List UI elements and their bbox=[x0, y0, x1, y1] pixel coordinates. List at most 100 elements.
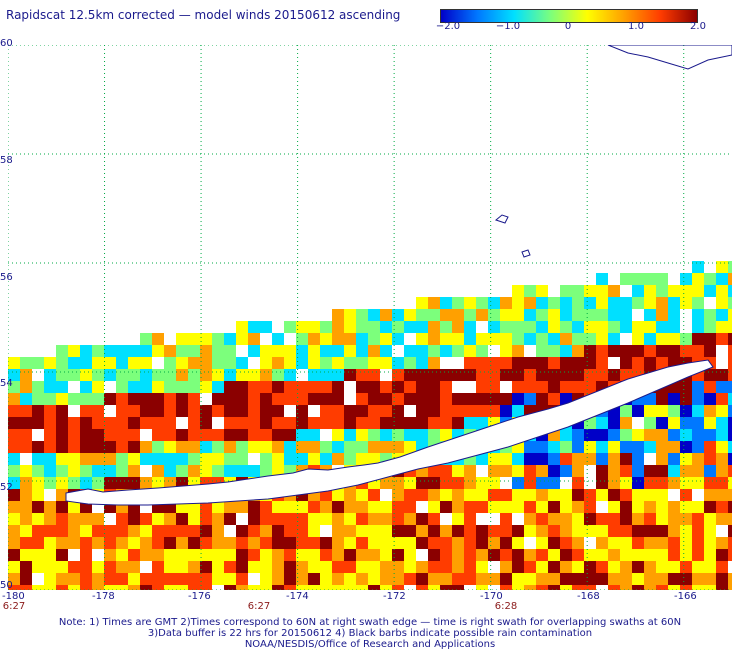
wind-cell bbox=[224, 513, 236, 525]
wind-cell bbox=[464, 309, 476, 321]
wind-cell bbox=[152, 573, 164, 585]
wind-cell bbox=[668, 465, 680, 477]
wind-cell bbox=[188, 381, 200, 393]
wind-cell bbox=[596, 537, 608, 549]
wind-cell bbox=[488, 333, 500, 345]
wind-cell bbox=[692, 321, 704, 333]
wind-cell bbox=[44, 429, 56, 441]
wind-cell bbox=[488, 465, 500, 477]
wind-cell bbox=[368, 525, 380, 537]
wind-cell bbox=[464, 501, 476, 513]
wind-cell bbox=[452, 345, 464, 357]
wind-cell bbox=[704, 321, 716, 333]
wind-cell bbox=[476, 345, 488, 357]
wind-cell bbox=[572, 381, 584, 393]
wind-cell bbox=[692, 465, 704, 477]
wind-cell bbox=[236, 441, 248, 453]
wind-cell bbox=[596, 573, 608, 585]
wind-cell bbox=[596, 369, 608, 381]
wind-cell bbox=[488, 321, 500, 333]
wind-cell bbox=[200, 381, 212, 393]
wind-cell bbox=[584, 429, 596, 441]
wind-cell bbox=[500, 573, 512, 585]
wind-cell bbox=[680, 573, 692, 585]
wind-cell bbox=[524, 285, 536, 297]
wind-cell bbox=[680, 441, 692, 453]
wind-cell bbox=[464, 393, 476, 405]
wind-cell bbox=[20, 369, 32, 381]
wind-cell bbox=[548, 321, 560, 333]
wind-cell bbox=[548, 453, 560, 465]
wind-cell bbox=[488, 297, 500, 309]
wind-cell bbox=[344, 405, 356, 417]
wind-cell bbox=[608, 297, 620, 309]
wind-cell bbox=[560, 309, 572, 321]
wind-cell bbox=[440, 333, 452, 345]
wind-cell bbox=[356, 585, 368, 590]
wind-cell bbox=[56, 549, 68, 561]
wind-cell bbox=[140, 345, 152, 357]
wind-cell bbox=[68, 501, 80, 513]
wind-cell bbox=[620, 525, 632, 537]
wind-cell bbox=[596, 489, 608, 501]
wind-cell bbox=[284, 501, 296, 513]
wind-cell bbox=[152, 525, 164, 537]
wind-cell bbox=[392, 309, 404, 321]
wind-cell bbox=[524, 501, 536, 513]
wind-cell bbox=[584, 333, 596, 345]
wind-cell bbox=[356, 441, 368, 453]
wind-cell bbox=[332, 357, 344, 369]
wind-cell bbox=[536, 501, 548, 513]
wind-cell bbox=[704, 285, 716, 297]
wind-cell bbox=[44, 585, 56, 590]
wind-cell bbox=[260, 561, 272, 573]
wind-cell bbox=[128, 369, 140, 381]
wind-cell bbox=[284, 321, 296, 333]
wind-cell bbox=[320, 357, 332, 369]
wind-cell bbox=[704, 345, 716, 357]
wind-cell bbox=[416, 561, 428, 573]
wind-cell bbox=[704, 465, 716, 477]
wind-cell bbox=[260, 345, 272, 357]
wind-cell bbox=[164, 357, 176, 369]
wind-difference-cells bbox=[8, 261, 732, 590]
wind-cell bbox=[128, 405, 140, 417]
wind-cell bbox=[716, 417, 728, 429]
lon-tick-180: -180 bbox=[2, 591, 25, 602]
wind-cell bbox=[620, 405, 632, 417]
wind-cell bbox=[272, 345, 284, 357]
wind-cell bbox=[416, 309, 428, 321]
wind-cell bbox=[116, 561, 128, 573]
wind-cell bbox=[476, 333, 488, 345]
wind-cell bbox=[692, 285, 704, 297]
wind-cell bbox=[32, 477, 44, 489]
wind-cell bbox=[536, 489, 548, 501]
wind-cell bbox=[320, 549, 332, 561]
wind-cell bbox=[704, 513, 716, 525]
wind-cell bbox=[152, 393, 164, 405]
wind-cell bbox=[188, 525, 200, 537]
wind-cell bbox=[176, 525, 188, 537]
wind-cell bbox=[344, 321, 356, 333]
wind-cell bbox=[212, 393, 224, 405]
wind-cell bbox=[152, 477, 164, 489]
wind-cell bbox=[44, 381, 56, 393]
wind-cell bbox=[500, 297, 512, 309]
wind-cell bbox=[608, 561, 620, 573]
wind-cell bbox=[668, 321, 680, 333]
lon-tick-174: -174 bbox=[286, 591, 309, 602]
wind-cell bbox=[476, 417, 488, 429]
wind-cell bbox=[164, 513, 176, 525]
wind-cell bbox=[500, 345, 512, 357]
wind-cell bbox=[212, 549, 224, 561]
wind-cell bbox=[656, 285, 668, 297]
wind-cell bbox=[152, 465, 164, 477]
wind-cell bbox=[176, 585, 188, 590]
time-label-1: 6:27 bbox=[2, 601, 26, 612]
wind-cell bbox=[560, 513, 572, 525]
wind-cell bbox=[656, 309, 668, 321]
wind-cell bbox=[296, 417, 308, 429]
wind-cell bbox=[356, 537, 368, 549]
wind-cell bbox=[44, 369, 56, 381]
wind-cell bbox=[296, 345, 308, 357]
